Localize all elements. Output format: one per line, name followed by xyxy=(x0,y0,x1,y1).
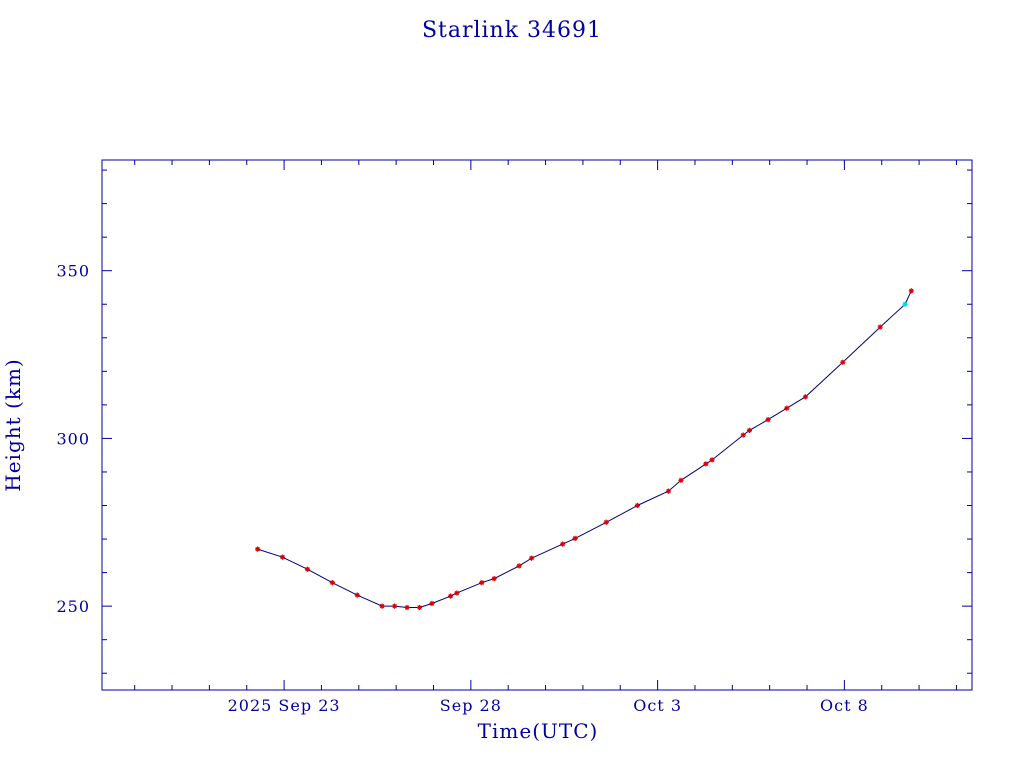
data-point-marker xyxy=(572,535,578,541)
y-tick-label: 300 xyxy=(56,429,90,448)
data-point-marker xyxy=(448,593,454,599)
current-position-marker xyxy=(902,301,908,307)
data-point-marker xyxy=(709,457,715,463)
x-tick-label: Oct 3 xyxy=(633,696,682,715)
data-point-marker xyxy=(634,502,640,509)
data-point-marker xyxy=(255,546,261,552)
y-axis-label: Height (km) xyxy=(1,358,25,491)
data-point-marker xyxy=(429,600,435,607)
data-point-marker xyxy=(404,604,410,611)
chart-title: Starlink 34691 xyxy=(422,18,602,43)
data-point-marker xyxy=(678,477,684,483)
data-point-marker xyxy=(379,603,385,609)
data-point-marker xyxy=(391,603,398,609)
data-point-marker xyxy=(877,324,883,330)
data-point-marker xyxy=(279,554,286,560)
data-point-marker xyxy=(528,555,535,561)
plot-frame xyxy=(101,159,973,691)
data-point-marker xyxy=(491,576,497,582)
x-ticks xyxy=(134,160,957,690)
data-point-marker xyxy=(603,519,609,525)
x-tick-label: Sep 28 xyxy=(440,696,502,715)
data-point-marker xyxy=(479,580,485,586)
data-point-marker xyxy=(304,566,311,572)
y-tick-label: 250 xyxy=(56,597,90,616)
data-point-marker xyxy=(784,405,790,411)
data-point-marker xyxy=(354,592,360,598)
y-tick-label: 350 xyxy=(56,262,90,281)
data-point-marker xyxy=(765,417,771,423)
data-point-marker xyxy=(416,604,423,611)
data-markers xyxy=(255,288,914,611)
y-tick-labels: 250 300 350 xyxy=(56,262,90,616)
series-line xyxy=(257,290,912,608)
data-point-marker xyxy=(665,488,672,494)
data-point-marker xyxy=(802,394,809,400)
data-point-marker xyxy=(454,590,460,596)
data-point-marker xyxy=(703,461,709,467)
x-tick-labels: 2025 Sep 23 Sep 28 Oct 3 Oct 8 xyxy=(228,696,869,715)
data-point-marker xyxy=(908,288,914,294)
x-tick-label: 2025 Sep 23 xyxy=(228,696,341,715)
data-point-marker xyxy=(840,359,846,365)
data-point-marker xyxy=(740,432,746,438)
data-point-marker xyxy=(560,541,566,547)
data-point-marker xyxy=(746,427,753,433)
x-tick-label: Oct 8 xyxy=(820,696,869,715)
x-axis-label: Time(UTC) xyxy=(478,719,599,743)
y-ticks xyxy=(102,169,972,674)
data-point-marker xyxy=(329,580,335,586)
data-point-marker xyxy=(516,563,522,569)
